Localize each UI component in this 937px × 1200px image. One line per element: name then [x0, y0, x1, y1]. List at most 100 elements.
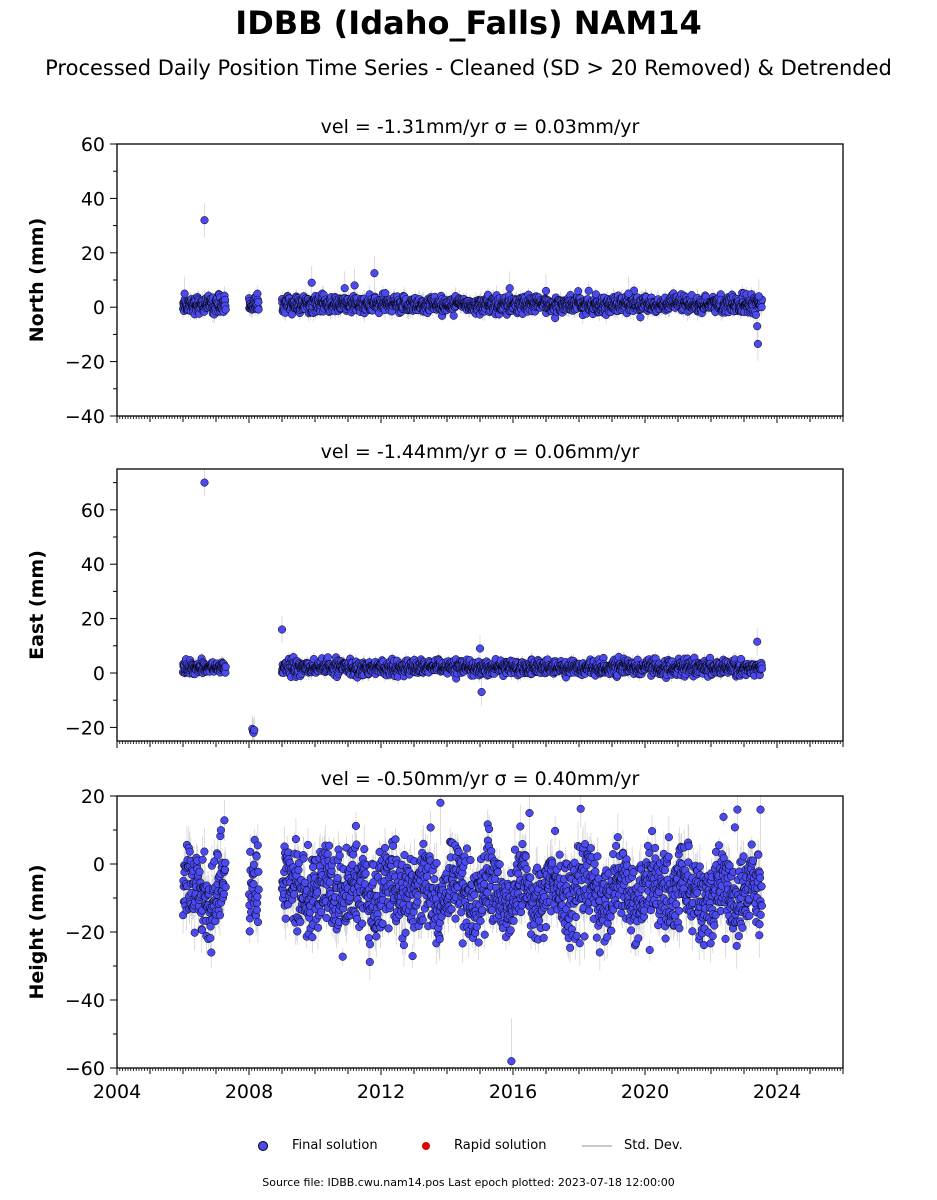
data-point — [249, 860, 258, 869]
data-point — [294, 865, 303, 874]
plot-frame — [116, 143, 844, 417]
data-point — [254, 298, 263, 307]
data-point — [303, 840, 312, 849]
y-tick-label: 60 — [81, 134, 105, 156]
y-axis-label: East (mm) — [26, 550, 48, 660]
panel-3: vel = -0.50mm/yr σ = 0.40mm/yr Height (mm… — [26, 768, 844, 1103]
data-point — [350, 281, 359, 290]
data-point — [250, 726, 259, 735]
data-point — [358, 919, 367, 928]
panel-title: vel = -1.31mm/yr σ = 0.03mm/yr — [321, 116, 640, 138]
data-point — [430, 875, 439, 884]
data-point — [399, 941, 408, 950]
y-tick-label: 20 — [81, 609, 105, 631]
data-point — [505, 284, 514, 293]
data-series — [179, 203, 766, 361]
data-point — [221, 305, 230, 314]
y-axis-label: North (mm) — [26, 218, 48, 343]
std-dev-lines — [182, 203, 763, 361]
data-point — [296, 917, 305, 926]
y-tick-label: −20 — [65, 352, 105, 374]
y-tick-label: −20 — [65, 717, 105, 739]
data-point — [757, 664, 767, 673]
data-point — [313, 923, 323, 932]
data-point — [307, 278, 316, 287]
plot-frame — [116, 468, 844, 742]
data-point — [200, 216, 209, 225]
data-point — [485, 825, 494, 834]
panel-title: vel = -0.50mm/yr σ = 0.40mm/yr — [321, 768, 640, 790]
data-point — [281, 914, 290, 923]
data-point — [216, 826, 225, 835]
std-dev-lines — [182, 469, 763, 741]
data-point — [254, 885, 263, 894]
data-point — [215, 911, 224, 920]
data-point — [361, 869, 370, 878]
data-point — [221, 858, 230, 867]
data-point — [200, 847, 209, 856]
data-point — [207, 948, 216, 957]
data-point — [254, 305, 263, 314]
data-point — [206, 934, 215, 943]
data-point — [195, 867, 204, 876]
data-point — [384, 924, 393, 933]
y-axis-label: Height (mm) — [26, 864, 48, 999]
data-point — [753, 339, 762, 348]
data-point — [372, 932, 381, 941]
data-point — [478, 905, 487, 915]
panel-1: vel = -1.31mm/yr σ = 0.03mm/yr North (mm)… — [26, 116, 844, 428]
data-point — [458, 939, 467, 948]
data-point — [352, 840, 361, 849]
data-point — [333, 874, 342, 883]
data-series — [179, 796, 766, 1068]
data-point — [185, 847, 194, 856]
data-point — [308, 933, 317, 942]
data-point — [221, 883, 230, 892]
data-point — [365, 940, 375, 949]
data-point — [245, 927, 254, 936]
data-point — [299, 854, 308, 863]
data-point — [335, 851, 344, 860]
data-point — [253, 892, 262, 901]
data-point — [277, 625, 287, 634]
data-point — [252, 852, 261, 861]
data-point — [338, 952, 347, 961]
data-point — [293, 927, 302, 936]
data-point — [466, 855, 475, 865]
data-point — [323, 653, 332, 662]
data-point — [323, 850, 332, 859]
data-point — [360, 845, 369, 854]
panel-2: vel = -1.44mm/yr σ = 0.06mm/yr East (mm) −… — [26, 441, 844, 748]
data-point — [401, 928, 410, 937]
data-point — [252, 905, 261, 915]
y-tick-label: 60 — [81, 500, 105, 522]
data-point — [254, 867, 263, 876]
data-point — [325, 841, 334, 850]
data-point — [426, 823, 435, 832]
data-point — [200, 478, 209, 487]
data-point — [447, 905, 456, 914]
data-point — [221, 865, 230, 874]
data-point — [313, 888, 322, 897]
data-point — [291, 835, 300, 844]
data-point — [451, 914, 460, 923]
data-point — [432, 858, 441, 868]
data-point — [370, 269, 379, 278]
data-point — [219, 889, 228, 899]
y-tick-label: 40 — [81, 554, 105, 576]
y-tick-label: −40 — [65, 406, 105, 428]
data-point — [419, 839, 428, 848]
data-series — [178, 469, 767, 741]
data-point — [754, 292, 763, 301]
y-tick-label: 0 — [93, 297, 105, 319]
data-point — [391, 835, 400, 844]
data-point — [290, 890, 299, 899]
data-point — [477, 687, 486, 697]
data-point — [413, 891, 422, 900]
data-point — [753, 637, 762, 646]
data-point — [213, 851, 222, 860]
data-point — [422, 872, 432, 881]
data-point — [480, 930, 489, 939]
chart-title: IDBB (Idaho_Falls) NAM14 — [235, 4, 702, 42]
